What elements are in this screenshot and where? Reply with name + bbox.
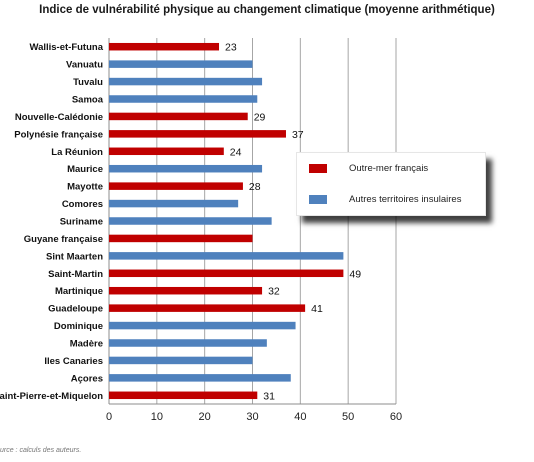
category-label: Mayotte	[67, 182, 103, 193]
bar	[109, 199, 239, 208]
bar	[109, 356, 253, 365]
category-label: Maurice	[67, 164, 103, 175]
legend-item-outre-mer: Outre-mer français	[309, 163, 428, 174]
data-label: 41	[311, 303, 323, 315]
data-label: 23	[225, 42, 237, 54]
bar	[109, 147, 224, 156]
category-label: Saint-Martin	[48, 269, 103, 280]
legend-item-autres: Autres territoires insulaires	[309, 194, 461, 205]
bar	[109, 234, 253, 243]
category-label: Vanuatu	[66, 60, 103, 71]
bar	[109, 391, 258, 400]
x-tick-label: 10	[151, 411, 163, 423]
bar	[109, 164, 263, 173]
category-label: Polynésie française	[14, 129, 103, 140]
legend-swatch-autres	[309, 195, 327, 204]
category-label: Suriname	[60, 217, 103, 228]
category-label: Tuvalu	[73, 77, 103, 88]
data-label: 28	[249, 181, 261, 193]
x-tick-label: 0	[106, 411, 112, 423]
bar	[109, 130, 286, 138]
bar	[109, 321, 296, 330]
bar	[109, 182, 243, 190]
bar	[109, 252, 344, 260]
bar	[109, 269, 344, 278]
category-label: Samoa	[72, 95, 104, 106]
bar	[109, 42, 220, 51]
category-label: Iles Canaries	[44, 356, 103, 367]
bar	[109, 286, 263, 295]
category-label: Guyane française	[24, 234, 103, 245]
x-tick-label: 60	[390, 411, 402, 423]
category-label: Nouvelle-Calédonie	[15, 112, 103, 123]
bar	[109, 60, 253, 68]
chart-title: Indice de vulnérabilité physique au chan…	[39, 4, 495, 16]
x-tick-label: 50	[342, 411, 354, 423]
bar	[109, 95, 258, 103]
legend-swatch-outre-mer	[309, 164, 327, 173]
category-label: Guadeloupe	[48, 304, 103, 315]
bar	[109, 339, 267, 347]
category-label: Saint-Pierre-et-Miquelon	[0, 391, 103, 402]
x-tick-label: 20	[199, 411, 211, 423]
category-label: Açores	[71, 373, 103, 384]
category-label: Wallis-et-Futuna	[29, 42, 103, 53]
bar	[109, 112, 248, 121]
source-note: urce : calculs des auteurs.	[0, 447, 82, 454]
data-label: 37	[292, 129, 304, 141]
category-label: Madère	[70, 339, 103, 350]
data-label: 24	[230, 146, 242, 158]
bar	[109, 374, 291, 382]
category-label: Martinique	[55, 286, 103, 297]
category-label: Sint Maarten	[46, 251, 103, 262]
x-tick-label: 40	[294, 411, 306, 423]
legend-label-autres: Autres territoires insulaires	[349, 194, 462, 205]
data-label: 29	[254, 111, 266, 123]
data-label: 32	[268, 286, 280, 298]
bar	[109, 77, 263, 86]
bar	[109, 217, 272, 225]
data-label: 49	[349, 268, 361, 280]
category-label: Comores	[62, 199, 103, 210]
chart-legend: Outre-mer français Autres territoires in…	[296, 152, 486, 216]
x-tick-label: 30	[246, 411, 258, 423]
legend-label-outre-mer: Outre-mer français	[349, 163, 429, 174]
data-label: 31	[263, 390, 275, 402]
bar	[109, 304, 306, 312]
category-label: Dominique	[54, 321, 103, 332]
category-label: La Réunion	[51, 147, 103, 158]
